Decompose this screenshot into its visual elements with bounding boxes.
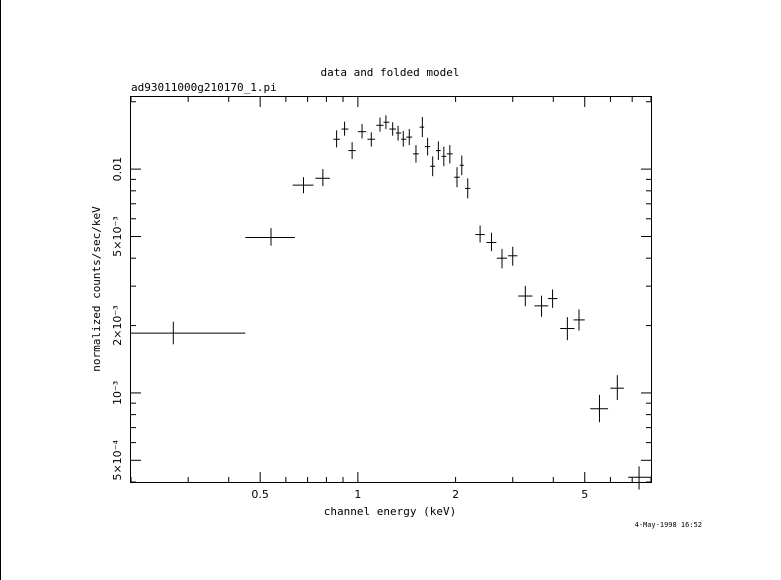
y-tick-label: 5×10⁻⁴ [111,440,124,481]
data-point [435,141,441,160]
data-point [459,155,464,176]
x-tick-label: 1 [354,488,361,501]
x-tick-label: 0.5 [251,488,269,501]
data-point [401,131,407,147]
data-point [560,317,575,341]
data-point [430,156,436,177]
data-point [357,124,367,139]
data-point [518,285,533,307]
data-point [454,167,460,188]
data-point [547,289,558,308]
data-point [341,121,349,136]
data-point [590,394,609,423]
data-point [425,137,431,156]
data-point [419,116,425,138]
data-point [389,122,396,136]
data-point [628,466,651,490]
data-point [315,169,330,187]
data-point [507,246,518,266]
x-tick-label: 5 [581,488,588,501]
x-axis-ticks [130,97,652,482]
data-point [413,145,419,163]
data-point [245,228,295,246]
y-axis-ticks [131,101,651,483]
data-point [573,309,585,331]
data-point [292,177,314,194]
data-point [441,146,447,167]
x-axis-label: channel energy (keV) [324,505,456,518]
data-point [534,295,549,317]
plot-frame [130,96,652,483]
chart-subtitle: ad93011000g210170_1.pi [131,81,277,94]
data-points [131,115,651,490]
chart-title: data and folded model [320,66,459,79]
timestamp-footer: 4-May-1998 16:52 [635,521,702,529]
y-axis-label: normalized counts/sec/keV [90,206,103,372]
data-point [406,129,413,146]
data-point [333,130,340,148]
data-point [610,375,624,400]
data-point [131,321,246,345]
x-tick-label: 2 [452,488,459,501]
y-tick-label: 10⁻³ [111,381,124,405]
data-point [486,232,497,252]
x-axis-tick-labels: 0.5 1 2 5 [251,488,588,501]
data-point [395,125,402,141]
data-point [496,248,507,269]
y-tick-label: 2×10⁻³ [111,305,124,345]
y-tick-label: 5×10⁻³ [111,216,124,256]
data-point [446,145,453,164]
data-point [475,225,485,243]
data-point [383,115,390,130]
data-point [465,178,471,199]
data-point [348,142,356,159]
data-point [376,117,384,132]
y-tick-label: 0.01 [111,157,124,182]
y-axis-tick-labels: 0.01 5×10⁻³ 2×10⁻³ 10⁻³ 5×10⁻⁴ [111,157,124,481]
data-point [367,132,376,147]
